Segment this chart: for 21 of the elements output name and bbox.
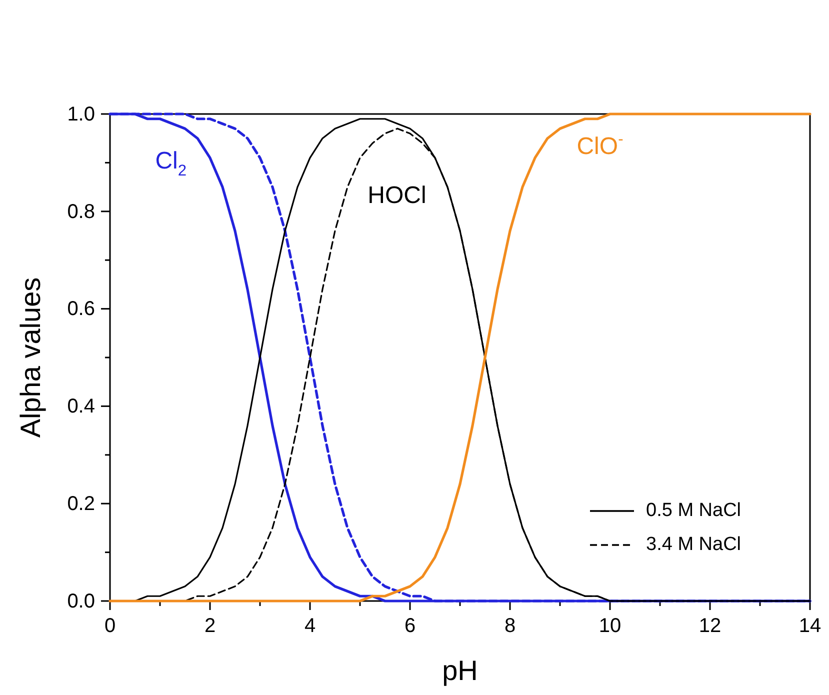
x-tick-label: 14 xyxy=(798,615,822,637)
annotation: HOCl xyxy=(368,182,426,210)
y-tick-label: 0.4 xyxy=(67,396,95,418)
x-tick-label: 10 xyxy=(598,615,622,637)
y-axis-title: Alpha values xyxy=(15,277,46,438)
x-tick-label: 2 xyxy=(204,615,216,637)
annotation: Cl$_{2}$ xyxy=(155,148,187,180)
x-tick-label: 6 xyxy=(404,615,416,637)
y-tick-label: 0.6 xyxy=(67,298,95,320)
legend-label: 3.4 M NaCl xyxy=(646,534,742,556)
y-tick-label: 1.0 xyxy=(67,103,95,126)
legend-label: 0.5 M NaCl xyxy=(646,500,742,522)
x-tick-label: 12 xyxy=(698,615,722,637)
y-tick-label: 0.8 xyxy=(67,200,95,223)
x-tick-label: 4 xyxy=(304,615,316,637)
annotation: ClO$^{-}$ xyxy=(576,130,624,160)
x-axis-title: pH xyxy=(442,655,478,686)
x-tick-label: 0 xyxy=(104,615,116,637)
y-tick-label: 0.0 xyxy=(67,590,95,612)
y-tick-label: 0.2 xyxy=(67,493,95,515)
x-tick-label: 8 xyxy=(504,615,516,637)
